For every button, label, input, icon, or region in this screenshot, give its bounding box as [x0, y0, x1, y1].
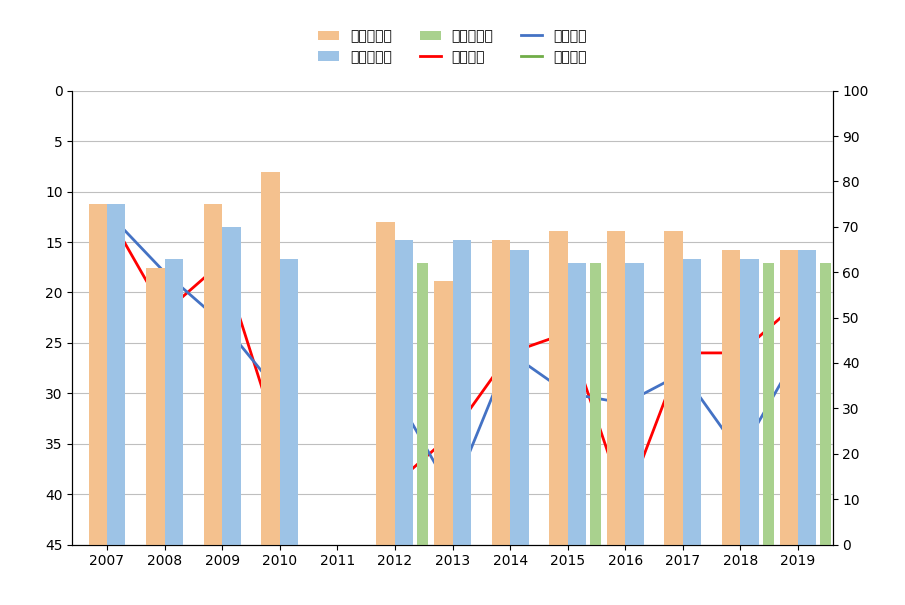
Bar	[590, 263, 601, 544]
Bar	[722, 249, 740, 544]
Bar	[683, 259, 701, 544]
Legend: 国語正答率, 算数正答率, 理科正答率, 国語順位, 算数順位, 理科順位: 国語正答率, 算数正答率, 理科正答率, 国語順位, 算数順位, 理科順位	[314, 25, 591, 68]
Bar	[165, 259, 183, 544]
Bar	[280, 259, 298, 544]
Bar	[222, 227, 241, 544]
Bar	[664, 231, 683, 544]
Bar	[607, 231, 625, 544]
Bar	[204, 204, 222, 544]
Bar	[146, 267, 165, 544]
Bar	[798, 249, 816, 544]
Bar	[779, 249, 798, 544]
Bar	[376, 222, 395, 544]
Bar	[820, 263, 831, 544]
Bar	[417, 263, 428, 544]
Bar	[625, 263, 643, 544]
Bar	[510, 249, 529, 544]
Bar	[107, 204, 126, 544]
Bar	[452, 240, 471, 544]
Bar	[567, 263, 586, 544]
Bar	[89, 204, 107, 544]
Bar	[434, 281, 452, 544]
Bar	[549, 231, 567, 544]
Bar	[395, 240, 414, 544]
Bar	[262, 172, 280, 544]
Bar	[491, 240, 510, 544]
Bar	[740, 259, 759, 544]
Bar	[763, 263, 774, 544]
